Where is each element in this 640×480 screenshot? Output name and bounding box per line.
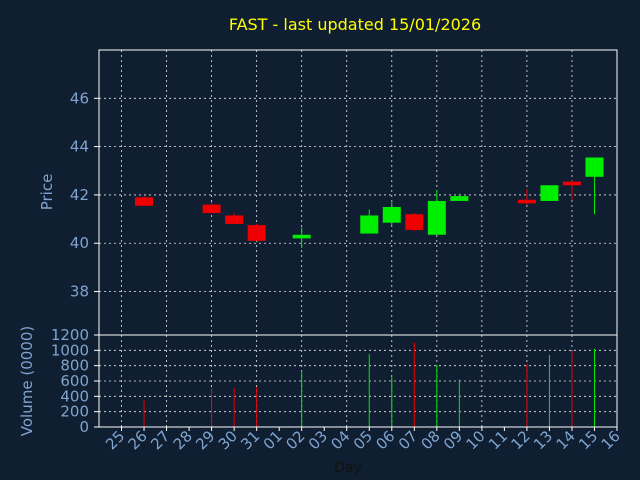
price-y-tick-label: 38: [70, 283, 89, 301]
candle-body: [517, 199, 536, 204]
volume-bars: [143, 342, 595, 427]
candle-body: [292, 234, 311, 239]
price-candles: [135, 157, 604, 249]
x-tick-labels: 2526272829303101020304050607080910111213…: [102, 427, 624, 453]
x-axis-label: Day: [334, 460, 362, 476]
price-axis-label: Price: [38, 174, 56, 211]
volume-y-tick-label: 800: [60, 357, 89, 375]
volume-y-tick-label: 600: [60, 372, 89, 390]
candle-body: [540, 185, 559, 201]
candle-body: [562, 181, 581, 186]
candle-body: [247, 225, 266, 241]
volume-y-tick-label: 0: [79, 418, 89, 436]
candle-body: [225, 215, 244, 224]
candle-body: [427, 200, 446, 235]
volume-y-tick-label: 400: [60, 387, 89, 405]
candle-body: [405, 214, 424, 230]
volume-y-tick-label: 1200: [51, 326, 89, 344]
candle-body: [202, 204, 221, 214]
volume-axis-label: Volume (0000): [18, 326, 36, 436]
volume-y-tick-label: 1000: [51, 341, 89, 359]
chart-title: FAST - last updated 15/01/2026: [229, 15, 481, 34]
candle-body: [450, 196, 469, 201]
price-gridlines: [99, 50, 618, 335]
volume-y-tick-label: 200: [60, 403, 89, 421]
candle-body: [360, 215, 379, 234]
price-y-tick-label: 46: [70, 89, 89, 107]
candle-body: [135, 197, 154, 206]
price-y-tick-label: 42: [70, 186, 89, 204]
price-y-tick-label: 40: [70, 234, 89, 252]
candle-body: [382, 206, 401, 223]
price-panel: 38 40 42 44 46 Price: [38, 49, 618, 336]
price-y-tick-labels: 38 40 42 44 46: [70, 89, 99, 301]
price-y-tick-label: 44: [70, 138, 89, 156]
candle-body: [585, 157, 604, 177]
